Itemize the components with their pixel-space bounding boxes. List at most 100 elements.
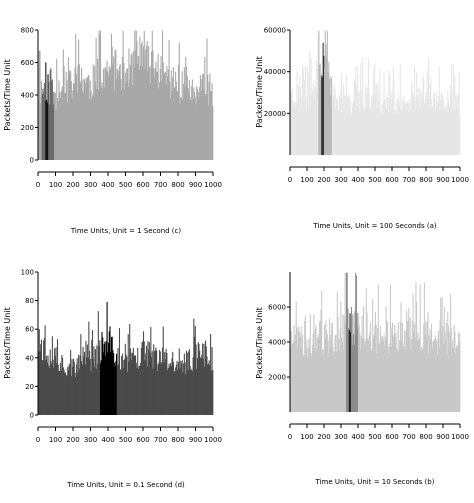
traffic-bar	[131, 352, 133, 415]
traffic-bar	[74, 68, 76, 160]
traffic-bar	[348, 107, 350, 155]
traffic-bar	[423, 324, 425, 412]
traffic-bar	[443, 108, 445, 155]
traffic-bar	[168, 39, 170, 160]
traffic-bar	[58, 80, 60, 160]
traffic-bar	[417, 99, 419, 155]
traffic-bar	[392, 65, 394, 155]
traffic-bar	[207, 75, 209, 160]
traffic-bar	[346, 98, 348, 155]
traffic-bar	[307, 74, 309, 155]
traffic-bar	[315, 324, 317, 412]
traffic-bar	[50, 360, 52, 415]
traffic-bar	[381, 104, 383, 155]
x-tick-label: 200	[317, 176, 330, 184]
traffic-bar	[78, 368, 80, 415]
traffic-bar	[400, 302, 402, 412]
traffic-bar	[358, 315, 360, 412]
traffic-bar	[38, 51, 40, 160]
traffic-bar	[141, 342, 143, 415]
traffic-bar	[413, 94, 415, 155]
traffic-bar	[314, 348, 316, 412]
traffic-bar	[384, 336, 386, 412]
traffic-bar	[352, 314, 354, 412]
traffic-bar	[170, 70, 172, 160]
traffic-bar	[134, 355, 137, 415]
y-tick-label: 20000	[264, 110, 286, 118]
traffic-bar	[317, 32, 319, 155]
traffic-bar	[72, 366, 74, 415]
traffic-bar	[148, 349, 150, 415]
traffic-bar	[340, 301, 342, 412]
traffic-bar	[409, 337, 411, 412]
traffic-bar	[406, 322, 408, 412]
traffic-bar	[328, 318, 331, 412]
traffic-bar	[331, 77, 333, 155]
traffic-bar	[307, 357, 309, 412]
traffic-bar	[341, 112, 343, 155]
traffic-bar	[338, 111, 340, 155]
traffic-bar	[178, 348, 180, 415]
traffic-bar	[427, 91, 429, 155]
traffic-bar	[189, 366, 191, 415]
traffic-bar	[327, 72, 329, 155]
traffic-bar	[395, 112, 397, 155]
traffic-bar	[211, 347, 213, 415]
traffic-bar	[297, 348, 299, 412]
traffic-bar	[179, 103, 181, 160]
traffic-bar	[319, 321, 321, 412]
traffic-bar	[380, 336, 382, 412]
traffic-bar	[148, 46, 150, 160]
traffic-bar	[137, 63, 139, 160]
traffic-bar	[350, 332, 352, 412]
x-tick-label: 700	[402, 433, 415, 441]
traffic-bar	[345, 75, 348, 155]
traffic-bar	[399, 106, 401, 155]
traffic-bar	[418, 106, 420, 155]
traffic-bar	[71, 98, 73, 160]
traffic-bar	[126, 356, 128, 415]
traffic-bar	[116, 365, 118, 415]
traffic-bar	[457, 110, 459, 155]
traffic-bar	[129, 79, 131, 160]
traffic-bar	[291, 343, 293, 412]
traffic-bar	[314, 85, 316, 155]
y-tick-label: 40000	[264, 68, 286, 76]
traffic-bar	[452, 340, 454, 412]
traffic-bar	[444, 106, 446, 155]
traffic-bar	[158, 362, 160, 415]
traffic-bar	[51, 79, 53, 160]
traffic-bar	[448, 331, 450, 412]
traffic-bar	[397, 321, 399, 412]
traffic-bar	[144, 360, 146, 415]
traffic-bar	[196, 368, 198, 415]
traffic-bar	[435, 340, 437, 412]
traffic-bar	[396, 112, 399, 155]
traffic-bar	[92, 64, 94, 160]
traffic-bar	[323, 55, 325, 155]
traffic-bar	[456, 345, 458, 412]
traffic-bar	[118, 364, 120, 415]
traffic-bar	[212, 369, 214, 415]
traffic-bar	[187, 88, 189, 160]
x-tick-label: 600	[136, 436, 149, 444]
traffic-bar	[311, 355, 313, 412]
panel-b: 0 100 200 300 400 500 600 700 800 900 1000 2000 4000…	[255, 272, 469, 486]
traffic-bar	[326, 57, 328, 155]
traffic-bar	[346, 272, 348, 412]
traffic-bar	[378, 344, 380, 412]
traffic-bar	[420, 350, 422, 412]
traffic-bar	[176, 90, 178, 160]
traffic-bar	[175, 81, 177, 160]
traffic-bar	[125, 80, 127, 160]
traffic-bar	[82, 79, 84, 160]
traffic-bar	[350, 112, 352, 155]
traffic-bar	[180, 96, 182, 160]
traffic-bar	[359, 333, 361, 412]
traffic-bar	[343, 95, 345, 155]
traffic-bar	[54, 355, 56, 415]
traffic-bar	[324, 324, 326, 412]
traffic-bar	[449, 342, 451, 412]
traffic-bar	[63, 369, 65, 415]
traffic-bar	[403, 346, 405, 412]
